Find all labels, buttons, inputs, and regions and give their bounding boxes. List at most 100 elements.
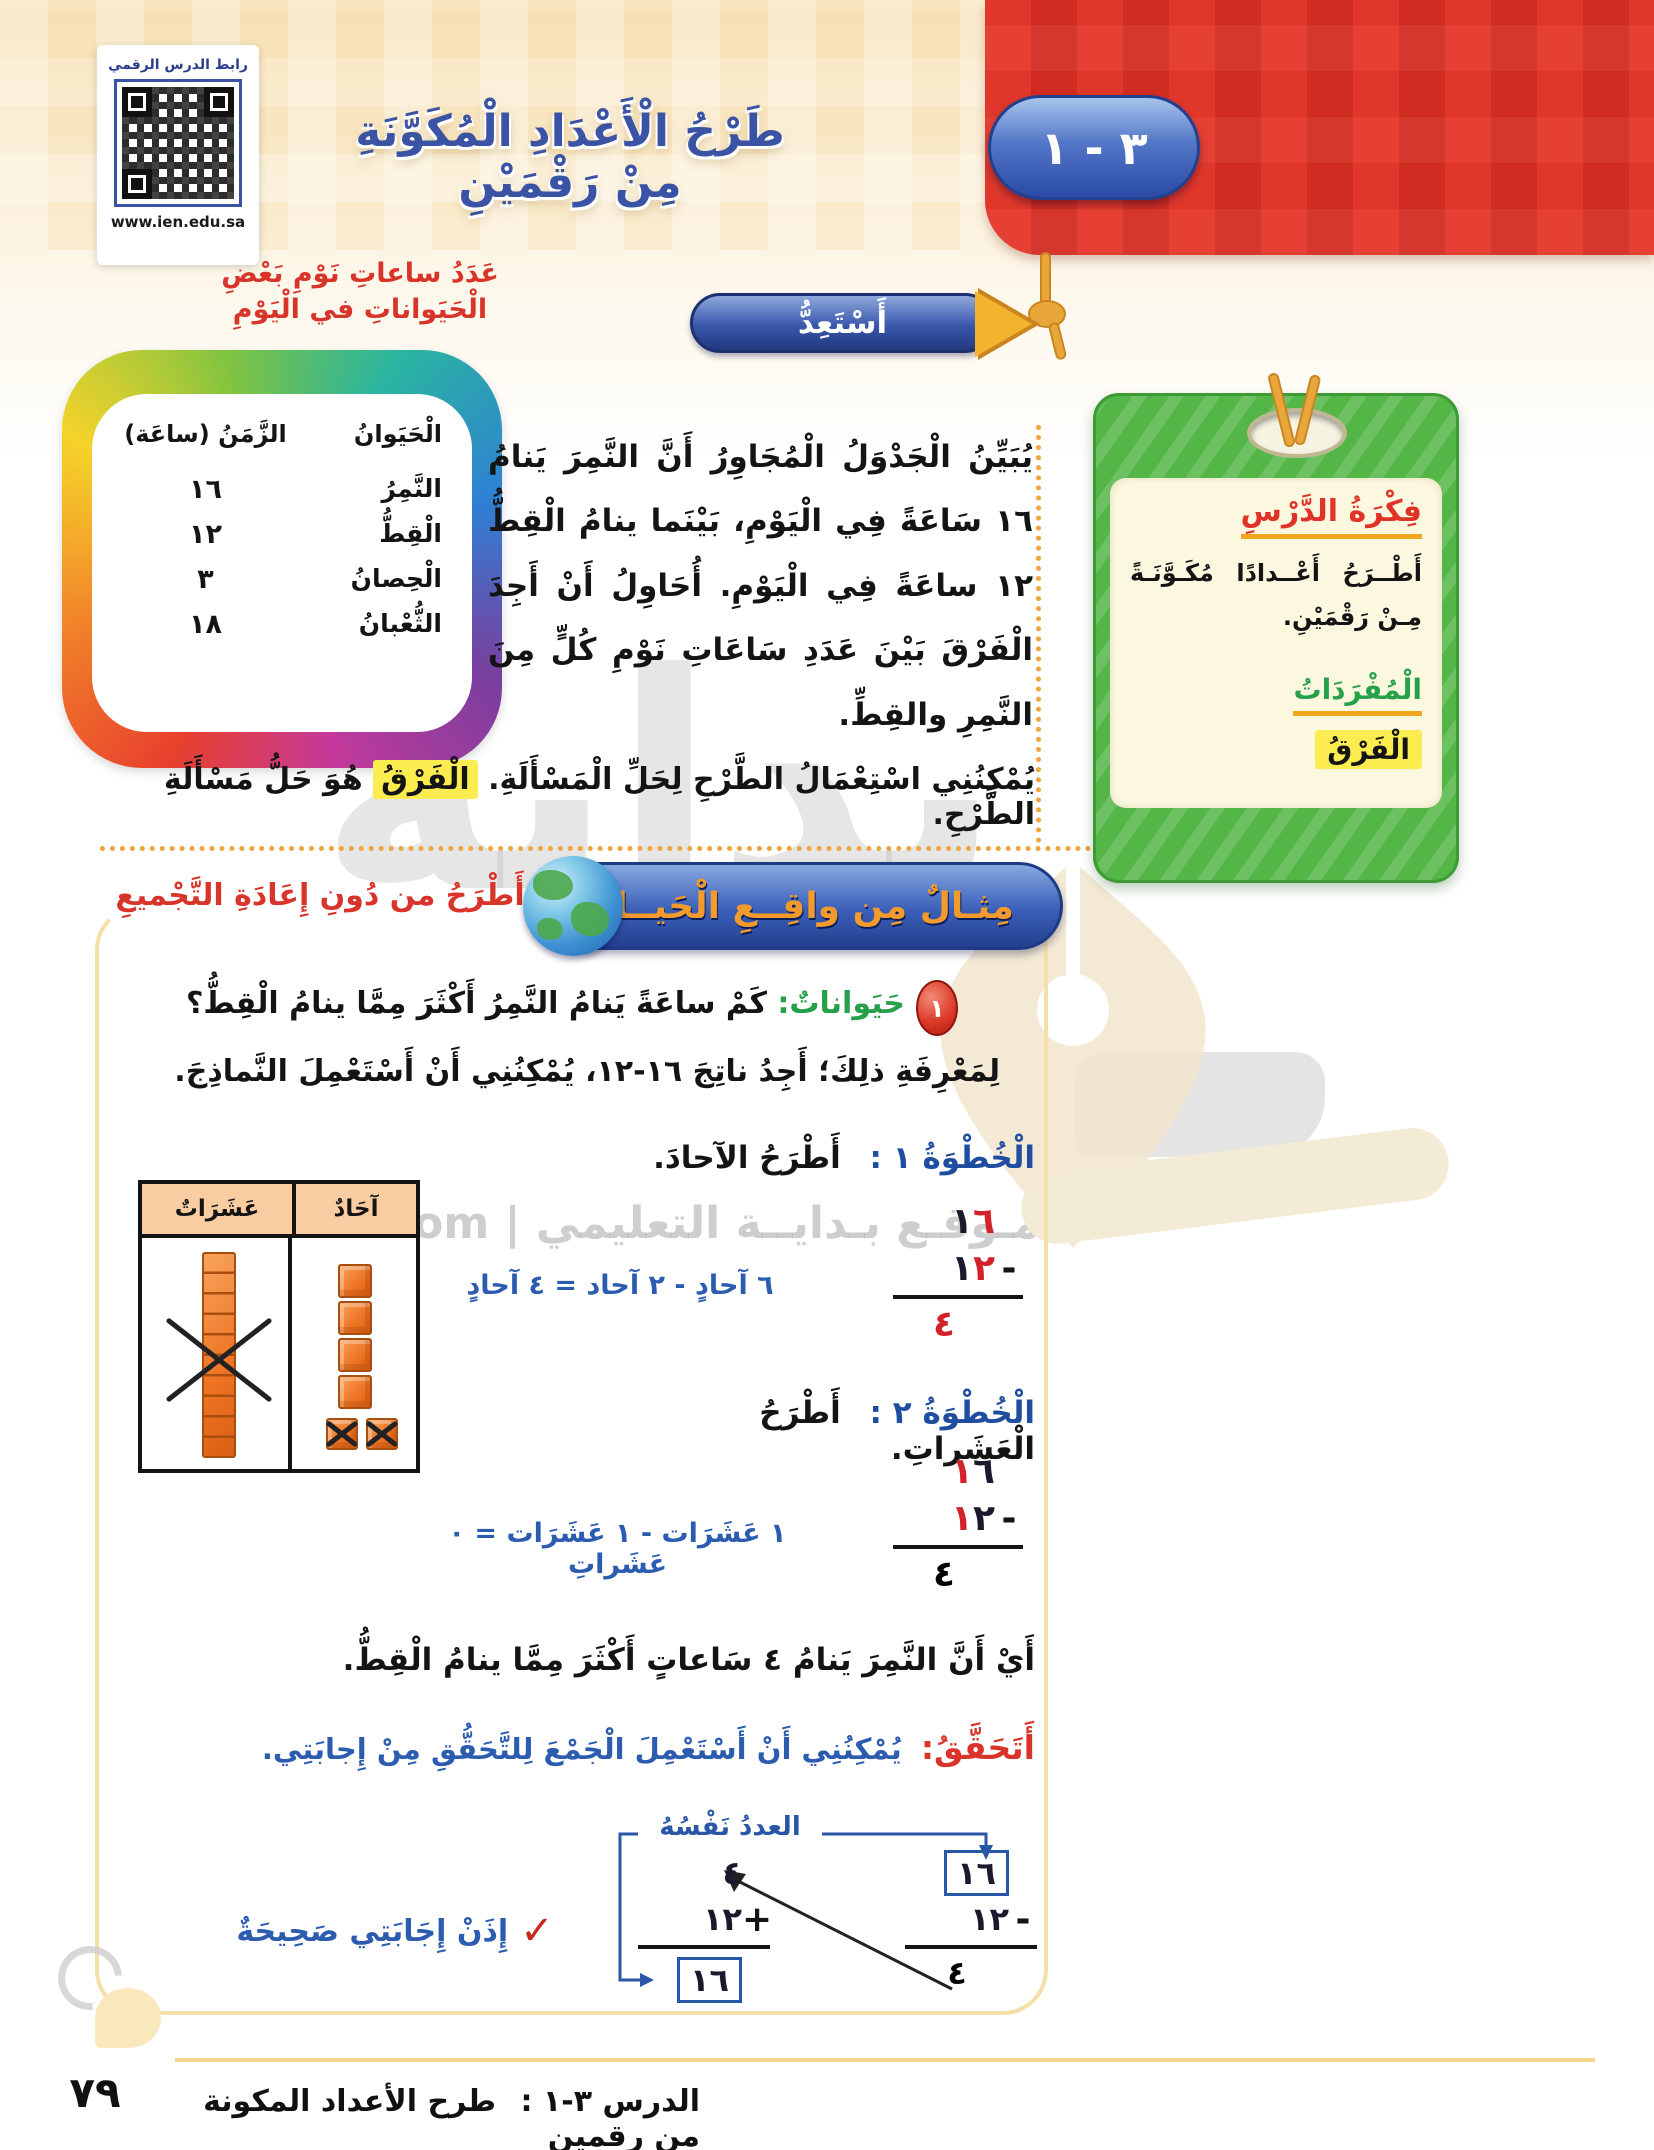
- subtrahend: ١٢-: [893, 1495, 1023, 1542]
- sleep-table-caption: عَدَدُ ساعاتِ نَوْمِ بَعْضِ الْحَيَوانات…: [221, 258, 499, 326]
- check-label: أَتَحَقَّقُ:: [920, 1728, 1035, 1767]
- no-regrouping-label: أَطْرَحُ من دُونِ إِعَادَةِ التَّجْميعِ: [115, 878, 525, 913]
- boxed-sixteen: ١٦: [905, 1850, 1037, 1896]
- column-divider: [288, 1238, 292, 1469]
- hours-value: ١٨: [189, 609, 222, 640]
- difference-highlight: الْفَرْقُ: [373, 760, 478, 799]
- red-header-block: [985, 0, 1654, 255]
- lesson-number-badge: ٣ - ١: [988, 95, 1200, 200]
- difference-result: ٤: [933, 1554, 955, 1595]
- step1-column-subtraction: ١٦ ١٢- ٤: [893, 1198, 1023, 1354]
- equals-rule: [893, 1545, 1023, 1549]
- same-number-label: العددُ نَفْسُهُ: [659, 1812, 801, 1842]
- minus-sign: -: [1001, 1498, 1017, 1539]
- minuend: ١٦: [951, 1201, 995, 1242]
- bracket-connector: [618, 1832, 993, 1991]
- step1-note: ٦ آحادٍ - ٢ آحاد = ٤ آحادٍ: [466, 1270, 774, 1301]
- qr-url: www.ien.edu.sa: [110, 213, 246, 231]
- x-mark: [365, 1418, 399, 1450]
- qr-caption: رابط الدرس الرقمي: [108, 57, 248, 73]
- globe-icon: [523, 856, 623, 956]
- footer-divider: [175, 2058, 1595, 2062]
- table-row: الْقِطُّ ١٢: [118, 519, 442, 550]
- hours-value: ١٦: [189, 474, 222, 505]
- footer-lesson-info: الدرس ٣-١ : طرح الأعداد المكونة من رقمين: [150, 2084, 700, 2150]
- dotted-divider-vertical: [1036, 425, 1041, 843]
- column-header-time: الزَّمَنُ (ساعَة): [124, 420, 287, 448]
- lesson-tag-panel: فِكْرَةُ الدَّرْسِ أَطْــرَحُ أَعْــدادً…: [1110, 478, 1442, 808]
- addend-top: ٤: [722, 1854, 742, 1892]
- step2-column-subtraction: ١٦ ١٢- ٤: [893, 1448, 1023, 1604]
- approach-text: لِمَعْرِفَةِ ذلِكَ؛ أَجِدُ ناتِجَ ١٦-١٢،…: [174, 1054, 1000, 1089]
- question-line: حَيَواناتٌ: كَمْ ساعَةً يَنامُ النَّمِرُ…: [130, 986, 905, 1021]
- column-header-animal: الْحَيَوانُ: [353, 420, 442, 448]
- subtrahend: ١٢-: [893, 1245, 1023, 1292]
- watermark-gray-blob: [1075, 1052, 1325, 1157]
- verdict: ✓ إِذَنْ إِجَابَتِي صَحِيحَةٌ: [235, 1908, 555, 1954]
- conclusion-text: يُمْكِنُنِي اسْتِعْمَالُ الطَّرْحِ لِحَل…: [163, 760, 1035, 832]
- vocabulary-title: الْمُفْرَدَاتُ: [1293, 673, 1422, 716]
- get-ready-paragraph: يُبَيِّنُ الْجَدْوَلُ الْمُجَاوِرُ أَنَّ…: [488, 439, 1033, 733]
- equals-rule: [905, 1945, 1037, 1949]
- subtrahend: ١٢-: [905, 1896, 1037, 1942]
- qr-panel: رابط الدرس الرقمي www.ien.edu.sa: [97, 45, 259, 265]
- table-row: الْحِصانُ ٣: [118, 564, 442, 595]
- ones-column-header: آحَادٌ: [292, 1184, 416, 1234]
- unit-cube: [338, 1338, 372, 1372]
- page-title: طَرْحُ الْأَعْدَادِ الْمُكَوَّنَةِ مِنْ …: [355, 106, 785, 208]
- minuend: ١٦: [951, 1451, 995, 1492]
- table-row: النَّمِرُ ١٦: [118, 474, 442, 505]
- animal-name: الْحِصانُ: [350, 564, 442, 593]
- get-ready-header: أَسْتَعِدُّ: [690, 288, 1040, 360]
- boxed-sixteen: ١٦: [638, 1954, 770, 2006]
- example-number-badge: ١: [916, 980, 958, 1036]
- verdict-text: إِذَنْ إِجَابَتِي صَحِيحَةٌ: [236, 1913, 509, 1949]
- animal-name: النَّمِرُ: [381, 474, 442, 503]
- minus-sign: -: [1001, 1248, 1017, 1289]
- page-number: ٧٩: [69, 2068, 121, 2117]
- vocabulary-term: الْفَرْقُ: [1315, 729, 1422, 769]
- equals-rule: [893, 1295, 1023, 1299]
- dotted-divider-horizontal: [100, 846, 1460, 851]
- sleep-table: الْحَيَوانُ الزَّمَنُ (ساعَة) النَّمِرُ …: [92, 394, 472, 732]
- rainbow-frame: الْحَيَوانُ الزَّمَنُ (ساعَة) النَّمِرُ …: [62, 350, 502, 768]
- footer-lesson-ref: الدرس ٣-١ :: [520, 2084, 700, 2119]
- tag-hole: [1247, 408, 1347, 458]
- unit-cube: [338, 1375, 372, 1409]
- minus-sign: -: [1015, 1898, 1031, 1940]
- equals-rule: [638, 1945, 770, 1949]
- lesson-idea-title: فِكْرَةُ الدَّرْسِ: [1240, 494, 1422, 539]
- check-subtraction-column: ١٦ ١٢- ٤: [905, 1850, 1037, 2004]
- check-icon: ✓: [520, 1908, 554, 1954]
- tens-column-header: عَشَرَاتٌ: [174, 1196, 260, 1222]
- x-mark: [325, 1418, 359, 1450]
- diagonal-arrow-icon: [731, 1876, 953, 1991]
- hours-value: ١٢: [189, 519, 222, 550]
- check-line: أَتَحَقَّقُ: يُمْكِنُنِي أَنْ أَسْتَعْمِ…: [150, 1728, 1035, 1767]
- table-row: الثُّعْبانُ ١٨: [118, 609, 442, 640]
- qr-code-icon: [114, 79, 242, 207]
- hours-value: ٣: [197, 564, 214, 595]
- footer-logo-icon: [95, 1988, 161, 2048]
- check-text: يُمْكِنُنِي أَنْ أَسْتَعْمِلَ الْجَمْعَ …: [261, 1732, 902, 1766]
- difference-result: ٤: [947, 1954, 967, 1992]
- place-value-chart: آحَادٌ عَشَرَاتٌ: [138, 1180, 420, 1473]
- question-topic: حَيَواناتٌ:: [777, 986, 905, 1021]
- check-addition-column: ٤ ١٢ + ١٦: [638, 1850, 773, 2006]
- step2-note: ١ عَشَرَات - ١ عَشَرَات = ٠ عَشَراتِ: [448, 1518, 787, 1580]
- get-ready-label: أَسْتَعِدُّ: [690, 293, 995, 353]
- arrow-triangle-icon: [975, 291, 1032, 357]
- unit-cube: [338, 1301, 372, 1335]
- step1-title: الْخُطْوَةُ ١ : أَطْرَحُ الآحادَ.: [653, 1140, 1035, 1176]
- plus-sign: +: [742, 1898, 773, 1940]
- difference-result: ٤: [933, 1304, 955, 1345]
- footer-lesson-title: طرح الأعداد المكونة من رقمين: [203, 2084, 700, 2150]
- animal-name: الْقِطُّ: [379, 519, 442, 548]
- lesson-idea-body: أَطْــرَحُ أَعْــدادًا مُكَـوَّنَـةً مِـ…: [1130, 559, 1422, 632]
- addend-bottom: ١٢ +: [702, 1898, 773, 1940]
- example-section-border: [95, 905, 1048, 2015]
- step2-title: الْخُطْوَةُ ٢ : أَطْرَحُ الْعَشَراتِ.: [759, 1395, 1035, 1467]
- animal-name: الثُّعْبانُ: [358, 609, 442, 638]
- unit-cube: [338, 1264, 372, 1298]
